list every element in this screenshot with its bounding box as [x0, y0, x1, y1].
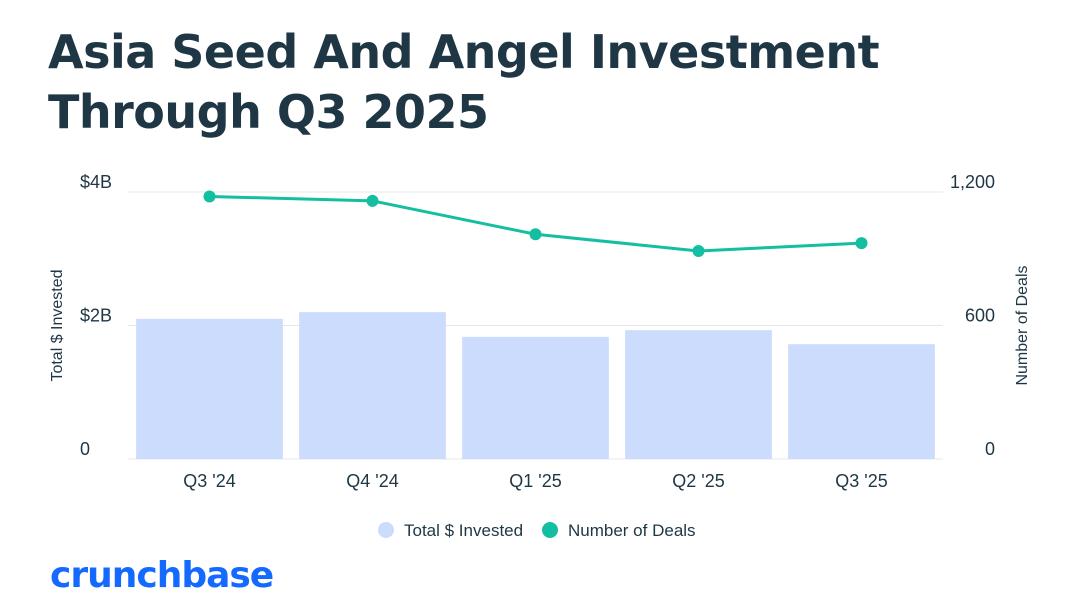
- y-left-axis-title: Total $ Invested: [49, 269, 66, 381]
- deals-point: [855, 237, 868, 250]
- bar-total-invested: [462, 336, 609, 459]
- x-tick-label: Q2 '25: [672, 471, 724, 491]
- x-tick-label: Q3 '24: [183, 471, 235, 491]
- y-right-tick-label: 600: [965, 306, 995, 326]
- legend-total-invested-label: Total $ Invested: [404, 521, 523, 540]
- deals-point: [366, 194, 379, 207]
- y-right-tick-label: 1,200: [950, 172, 995, 192]
- x-tick-label: Q3 '25: [835, 471, 887, 491]
- deals-point: [529, 228, 542, 241]
- y-left-tick-label: $2B: [80, 306, 112, 326]
- y-right-axis-title: Number of Deals: [1014, 265, 1031, 385]
- bar-total-invested: [299, 312, 446, 459]
- bars: [136, 312, 935, 459]
- y-right-tick-label: 0: [985, 439, 995, 459]
- deals-point: [203, 190, 216, 203]
- chart-title: Asia Seed And Angel Investment Through Q…: [48, 25, 880, 139]
- legend-total-invested-marker: [378, 522, 394, 538]
- deals-point: [692, 244, 705, 257]
- bar-total-invested: [788, 344, 935, 459]
- bar-total-invested: [136, 318, 283, 459]
- axes: 0 $2B $4B 0 600 1,200 Total $ Invested Number o…: [49, 172, 1031, 491]
- bar-total-invested: [625, 330, 772, 459]
- deals-line: [203, 190, 868, 257]
- legend-number-of-deals-label: Number of Deals: [568, 521, 696, 540]
- crunchbase-logo: crunchbase: [50, 555, 274, 596]
- legend: Total $ Invested Number of Deals: [378, 521, 696, 540]
- deals-line-path: [209, 194, 862, 253]
- y-left-tick-label: $4B: [80, 172, 112, 192]
- x-tick-label: Q1 '25: [509, 471, 561, 491]
- x-tick-label: Q4 '24: [346, 471, 398, 491]
- y-left-tick-label: 0: [80, 439, 90, 459]
- legend-number-of-deals-marker: [542, 522, 558, 538]
